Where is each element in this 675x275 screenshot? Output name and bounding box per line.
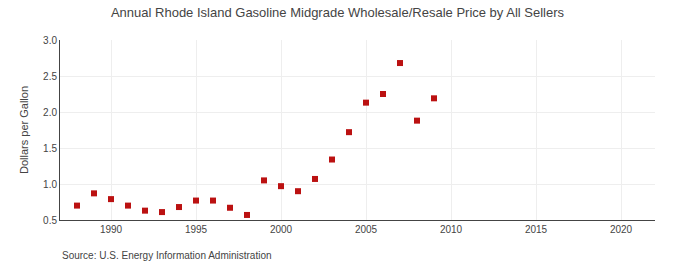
svg-text:1.5: 1.5 xyxy=(43,143,57,154)
svg-text:Dollars per Gallon: Dollars per Gallon xyxy=(18,86,30,174)
svg-text:2005: 2005 xyxy=(355,224,378,235)
svg-text:2010: 2010 xyxy=(440,224,463,235)
svg-text:2.0: 2.0 xyxy=(43,107,57,118)
svg-text:2.5: 2.5 xyxy=(43,71,57,82)
svg-text:3.0: 3.0 xyxy=(43,35,57,46)
svg-text:2000: 2000 xyxy=(270,224,293,235)
svg-text:0.5: 0.5 xyxy=(43,215,57,226)
svg-text:2015: 2015 xyxy=(525,224,548,235)
svg-text:1995: 1995 xyxy=(185,224,208,235)
svg-text:1.0: 1.0 xyxy=(43,179,57,190)
svg-text:1990: 1990 xyxy=(100,224,123,235)
svg-text:2020: 2020 xyxy=(610,224,633,235)
svg-text:Source: U.S. Energy Informatio: Source: U.S. Energy Information Administ… xyxy=(62,250,272,261)
svg-text:Annual Rhode Island Gasoline M: Annual Rhode Island Gasoline Midgrade Wh… xyxy=(111,5,565,20)
